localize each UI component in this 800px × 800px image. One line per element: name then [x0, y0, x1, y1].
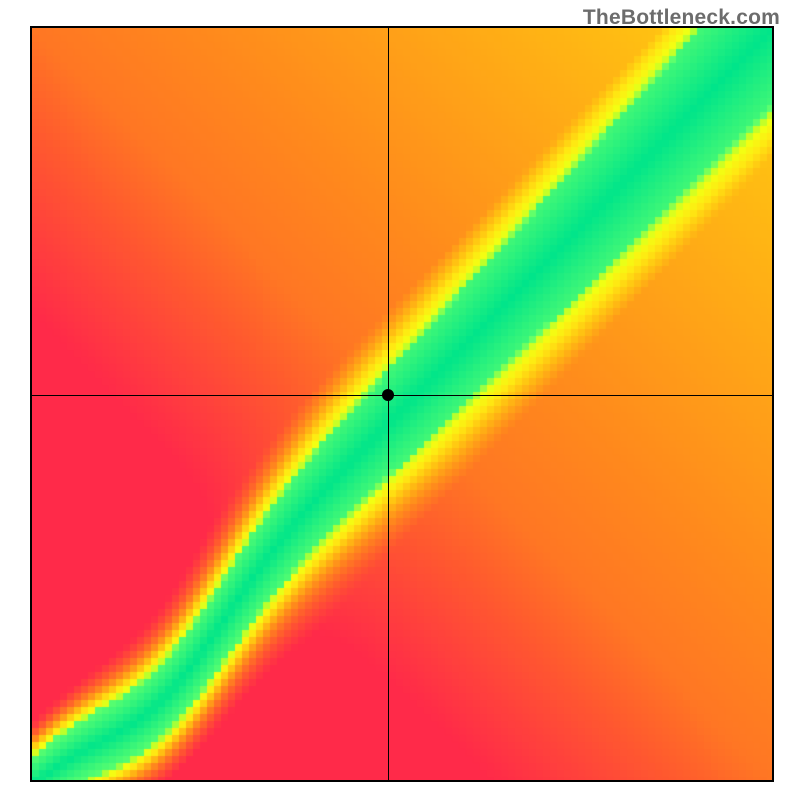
data-point-marker [382, 389, 394, 401]
crosshair-horizontal [32, 395, 772, 396]
watermark-text: TheBottleneck.com [583, 6, 780, 30]
crosshair-vertical [388, 28, 389, 780]
heatmap-canvas [32, 28, 772, 780]
chart-root: TheBottleneck.com [0, 0, 800, 800]
